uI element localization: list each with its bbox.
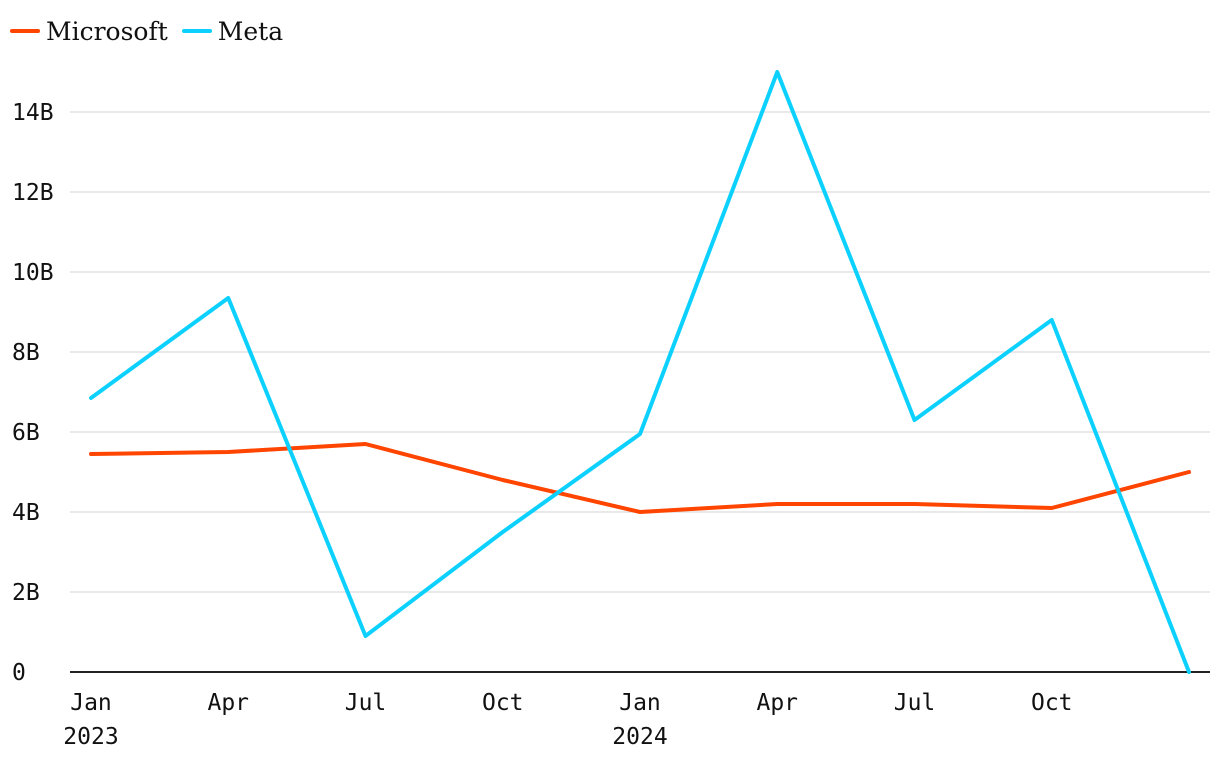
x-tick-label: Apr [756, 690, 798, 716]
legend-swatch-meta [181, 29, 212, 33]
series-line-microsoft [89, 442, 1191, 514]
legend-item-microsoft: Microsoft [10, 17, 168, 46]
x-tick-label: Jan [619, 690, 661, 716]
series-line-meta [89, 70, 1191, 674]
legend-label-microsoft: Microsoft [46, 16, 168, 46]
x-tick-label: Jul [345, 690, 387, 716]
y-tick-label: 12B [12, 180, 54, 206]
y-tick-label: 2B [12, 580, 40, 606]
legend-label-meta: Meta [217, 16, 284, 46]
gridlines [70, 111, 1210, 673]
y-tick-label: 0 [12, 660, 26, 686]
y-tick-label: 8B [12, 340, 40, 366]
legend-item-meta: Meta [181, 16, 284, 46]
y-axis-ticks: 0 2B 4B 6B 8B 10B 12B 14B [12, 100, 54, 686]
legend-swatch-microsoft [10, 29, 40, 33]
x-tick-year-label: 2024 [612, 724, 667, 750]
x-tick-label: Apr [207, 690, 249, 716]
x-tick-label: Jul [894, 690, 936, 716]
series-lines [89, 70, 1191, 674]
x-tick-label: Oct [1031, 690, 1073, 716]
x-tick-year-label: 2023 [63, 724, 118, 750]
x-tick-label: Jan [70, 690, 112, 716]
y-tick-label: 4B [12, 500, 40, 526]
x-tick-label: Oct [482, 690, 524, 716]
y-tick-label: 6B [12, 420, 40, 446]
chart-legend: Microsoft Meta [10, 14, 283, 48]
x-axis-ticks: Jan 2023 Apr Jul Oct Jan 2024 Apr Jul Oct [63, 690, 1072, 750]
y-tick-label: 14B [12, 100, 54, 126]
y-tick-label: 10B [12, 260, 54, 286]
